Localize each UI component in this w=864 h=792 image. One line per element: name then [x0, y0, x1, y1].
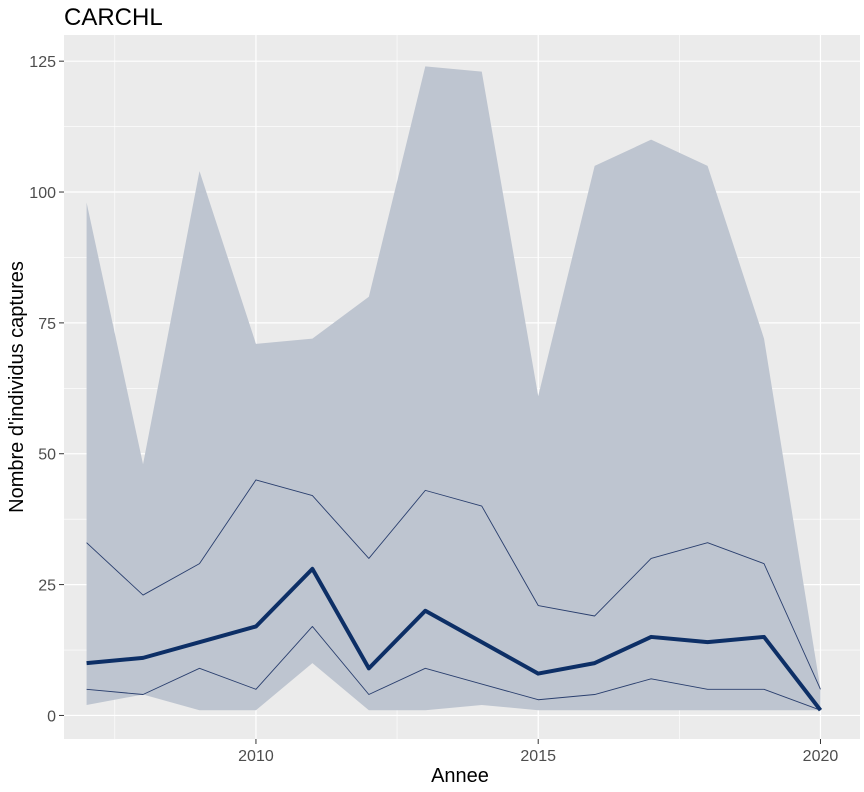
y-tick-label: 125 [29, 54, 56, 71]
data-marks [86, 66, 823, 712]
x-tick-label: 2020 [803, 748, 839, 765]
x-axis-title: Annee [431, 765, 489, 787]
y-tick-label: 75 [38, 316, 56, 333]
y-axis-title: Nombre d'individus captures [6, 261, 28, 513]
interval-line-2 [86, 626, 821, 711]
x-tick-label: 2015 [520, 748, 556, 765]
y-tick-label: 50 [38, 447, 56, 464]
y-tick-label: 100 [29, 185, 56, 202]
y-tick-label: 25 [38, 578, 56, 595]
y-tick-label: 0 [47, 708, 56, 725]
interval-line-1 [86, 479, 821, 690]
x-axis: 2010 2015 2020 [238, 739, 838, 765]
median-line [86, 566, 823, 712]
x-tick-label: 2010 [238, 748, 274, 765]
chart-title: CARCHL [64, 4, 163, 31]
confidence-band [86, 66, 821, 711]
y-axis: 0 25 50 75 100 125 [29, 54, 64, 725]
